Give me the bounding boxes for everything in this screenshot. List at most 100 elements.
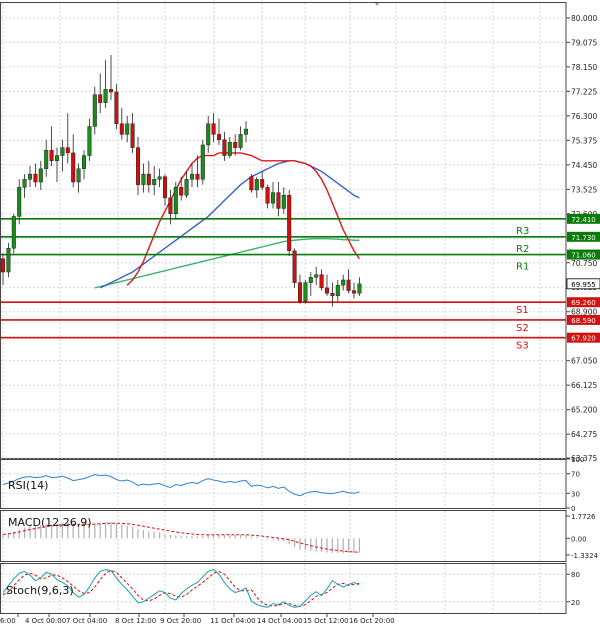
candle-body bbox=[114, 91, 119, 124]
candle-body bbox=[179, 187, 184, 196]
y-tick-label: 66.125 bbox=[571, 381, 597, 390]
ma-fast-line bbox=[126, 152, 360, 286]
level-price-label-r3: 72.410 bbox=[571, 216, 596, 224]
y-tick-label: 67.050 bbox=[571, 357, 597, 366]
candle-body bbox=[65, 147, 70, 154]
candle-body bbox=[303, 282, 308, 302]
stoch-tick-label: 80 bbox=[571, 571, 580, 579]
level-price-tag-s3 bbox=[567, 332, 600, 343]
candle-body bbox=[130, 123, 135, 148]
macd-signal-line bbox=[2, 522, 360, 553]
candle-body bbox=[281, 195, 286, 209]
candle-body bbox=[152, 179, 157, 185]
candle-body bbox=[81, 155, 86, 169]
x-tick-label: 7 Oct 04:00 bbox=[66, 617, 107, 625]
panel-border-3 bbox=[0, 563, 567, 614]
candle-body bbox=[319, 274, 324, 289]
candle-body bbox=[335, 285, 340, 297]
candle-body bbox=[271, 192, 276, 204]
rsi-tick-label: 0 bbox=[571, 505, 575, 513]
level-price-tag-r2 bbox=[567, 231, 600, 242]
candle-body bbox=[103, 89, 108, 103]
candle-body bbox=[287, 195, 292, 252]
y-tick-label: 76.300 bbox=[571, 112, 597, 121]
stoch-k-line bbox=[2, 569, 360, 608]
candle-body bbox=[206, 123, 211, 146]
candle-body bbox=[162, 176, 167, 199]
level-name-r2: R2 bbox=[516, 244, 529, 255]
candle-body bbox=[22, 179, 27, 188]
y-tick-label: 79.075 bbox=[571, 38, 597, 47]
level-price-label-s3: 67.920 bbox=[571, 335, 596, 343]
panel-border-0 bbox=[0, 2, 567, 459]
y-tick-label: 68.900 bbox=[571, 308, 597, 317]
candle-body bbox=[119, 123, 124, 135]
chart-shift-marker bbox=[375, 3, 379, 6]
candle-body bbox=[222, 139, 227, 156]
panel-border-1 bbox=[0, 459, 567, 509]
candle-body bbox=[38, 168, 43, 183]
y-tick-label: 78.150 bbox=[571, 63, 597, 72]
rsi-tick-label: 100 bbox=[571, 456, 584, 464]
macd-tick-label: 0.00 bbox=[571, 535, 587, 543]
rsi-tick-label: 70 bbox=[571, 471, 580, 479]
ma-mid-line bbox=[99, 160, 360, 289]
ma-slow-line bbox=[94, 237, 360, 289]
level-name-r1: R1 bbox=[516, 262, 529, 273]
candle-body bbox=[6, 248, 11, 273]
level-name-s1: S1 bbox=[516, 305, 529, 316]
candle-body bbox=[76, 168, 81, 183]
rsi-tick-label: 30 bbox=[571, 490, 580, 498]
x-tick-label: 11 Oct 04:00 bbox=[210, 617, 256, 625]
candle-body bbox=[227, 142, 232, 156]
candle-body bbox=[71, 152, 76, 183]
candle-body bbox=[357, 283, 362, 294]
candle-body bbox=[298, 282, 303, 302]
y-tick-label: 73.525 bbox=[571, 185, 597, 194]
y-tick-label: 80.000 bbox=[571, 14, 597, 23]
candle-body bbox=[265, 187, 270, 204]
candle-body bbox=[60, 147, 65, 156]
candle-body bbox=[292, 250, 297, 283]
candle-body bbox=[211, 123, 216, 135]
candle-body bbox=[249, 176, 254, 191]
candle-body bbox=[173, 187, 178, 214]
candle-body bbox=[146, 173, 151, 185]
level-name-s2: S2 bbox=[516, 323, 529, 334]
x-tick-label: 4 Oct 00:00 bbox=[25, 617, 66, 625]
y-tick-label: 70.750 bbox=[571, 259, 597, 268]
candle-body bbox=[308, 277, 313, 283]
level-price-tag-r3 bbox=[567, 213, 600, 224]
candle-body bbox=[44, 150, 49, 169]
level-price-tag-s1 bbox=[567, 297, 600, 308]
candle-body bbox=[55, 155, 60, 162]
x-tick-label: 14 Oct 04:00 bbox=[257, 617, 303, 625]
macd-tick-label: -1.3324 bbox=[571, 552, 599, 560]
stoch-title: Stoch(9,6,3) bbox=[6, 584, 74, 597]
candle-body bbox=[314, 274, 319, 278]
level-price-label-r1: 71.060 bbox=[571, 252, 596, 260]
current-price-tag bbox=[566, 278, 600, 290]
candle-body bbox=[1, 258, 5, 273]
x-tick-label: 6:00 bbox=[0, 617, 16, 625]
candle-body bbox=[17, 187, 22, 217]
candle-body bbox=[125, 123, 130, 135]
candle-body bbox=[254, 179, 259, 191]
candle-body bbox=[33, 173, 38, 183]
x-tick-label: 16 Oct 20:00 bbox=[349, 617, 395, 625]
candle-body bbox=[28, 173, 33, 180]
x-tick-label: 9 Oct 20:00 bbox=[160, 617, 201, 625]
current-price-label: 69.955 bbox=[571, 281, 596, 289]
level-price-label-r2: 71.730 bbox=[571, 234, 596, 242]
y-tick-label: 74.450 bbox=[571, 161, 597, 170]
x-tick-label: 8 Oct 12:00 bbox=[115, 617, 156, 625]
macd-title: MACD(12,26,9) bbox=[8, 516, 92, 529]
candle-body bbox=[260, 179, 265, 188]
y-tick-label: 75.375 bbox=[571, 136, 597, 145]
candle-body bbox=[216, 134, 221, 140]
rsi-line bbox=[2, 474, 360, 497]
y-tick-label: 64.275 bbox=[571, 430, 597, 439]
candle-body bbox=[233, 142, 238, 148]
level-price-label-s2: 68.590 bbox=[571, 317, 596, 325]
